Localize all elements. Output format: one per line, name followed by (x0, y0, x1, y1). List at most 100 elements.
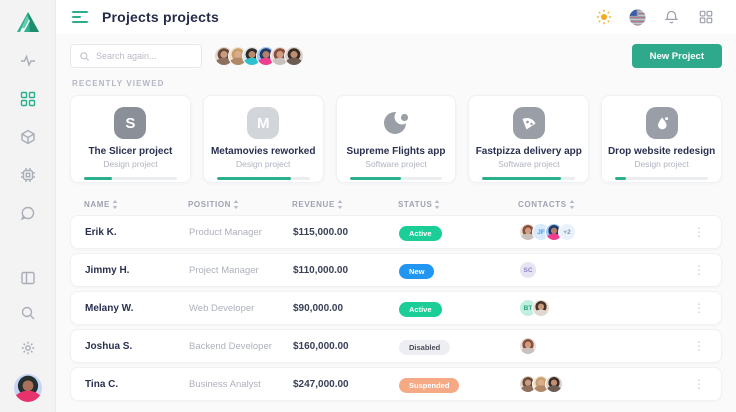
status-badge: Disabled (399, 340, 451, 355)
sidebar (0, 0, 56, 412)
column-header-status[interactable]: Status (398, 199, 518, 209)
pulse-icon[interactable] (19, 52, 37, 70)
chip-icon[interactable] (19, 166, 37, 184)
search-icon (80, 51, 89, 61)
status-badge: Suspended (399, 378, 460, 393)
cell-revenue: $115,000.00 (293, 226, 349, 238)
project-card[interactable]: M Metamovies reworked Design project (202, 95, 324, 183)
team-avatar-group (214, 46, 304, 66)
layout-panel-icon[interactable] (19, 269, 37, 287)
progress-bar (216, 177, 310, 180)
progress-bar (482, 177, 576, 180)
cell-position: Product Manager (189, 226, 262, 238)
contacts-overflow-badge[interactable]: +2 (558, 223, 576, 241)
contact-avatar[interactable] (519, 337, 537, 355)
contact-avatar[interactable] (545, 375, 563, 393)
status-badge: New (399, 264, 435, 279)
card-title: Supreme Flights app (346, 146, 446, 157)
cell-contacts: JF +2 (519, 223, 691, 241)
search-icon[interactable] (19, 304, 37, 322)
column-header-contacts[interactable]: Contacts (518, 199, 692, 209)
drop-icon (645, 107, 678, 139)
cell-contacts: BT (519, 299, 691, 317)
cell-revenue: $247,000.00 (293, 378, 349, 390)
content-area: New Project Recently viewed S The Slicer… (56, 34, 736, 412)
chat-icon[interactable] (19, 204, 37, 222)
sort-icon (233, 199, 239, 209)
topbar: Projects projects (56, 0, 736, 34)
status-badge: Active (399, 226, 442, 241)
contact-avatar[interactable] (532, 299, 550, 317)
user-avatar[interactable] (13, 374, 42, 402)
progress-bar (349, 177, 443, 180)
cell-name: Erik K. (85, 226, 117, 238)
table-row[interactable]: Melany W. Web Developer $90,000.00 Activ… (70, 291, 722, 325)
app-logo-icon[interactable] (15, 10, 41, 34)
language-flag-icon[interactable] (629, 9, 646, 26)
card-subtitle: Software project (365, 159, 427, 169)
project-card[interactable]: Fastpizza delivery app Software project (468, 95, 590, 183)
table-row[interactable]: Jimmy H. Project Manager $110,000.00 New… (70, 253, 722, 287)
bell-icon[interactable] (663, 9, 680, 26)
column-header-name[interactable]: Name (84, 199, 188, 209)
card-title: Drop website redesign (607, 146, 716, 157)
cell-contacts (519, 375, 691, 393)
cube-icon[interactable] (19, 128, 37, 146)
progress-bar (615, 177, 708, 180)
sort-icon (435, 199, 440, 209)
project-card[interactable]: Supreme Flights app Software project (335, 95, 457, 183)
row-menu-icon[interactable]: ⋮ (693, 301, 705, 315)
dashboard-grid-icon[interactable] (19, 90, 37, 108)
progress-bar (84, 177, 177, 180)
theme-sun-icon[interactable] (595, 9, 612, 26)
table-row[interactable]: Joshua S. Backend Developer $160,000.00 … (70, 329, 722, 363)
m-squircle-icon: M (247, 107, 280, 139)
cell-name: Joshua S. (85, 340, 133, 352)
toolbar: New Project (70, 44, 722, 68)
pizza-icon (512, 107, 545, 139)
card-subtitle: Design project (103, 159, 158, 169)
sort-icon (337, 199, 343, 209)
new-project-button[interactable]: New Project (631, 44, 722, 68)
row-menu-icon[interactable]: ⋮ (693, 377, 705, 391)
card-title: Metamovies reworked (210, 146, 316, 157)
contact-avatar[interactable]: SC (519, 261, 537, 279)
cell-revenue: $90,000.00 (293, 302, 344, 314)
card-title: The Slicer project (88, 146, 173, 157)
table-header: Name Position Revenue Status Contacts (70, 195, 722, 213)
cell-position: Business Analyst (189, 378, 261, 390)
search-input[interactable] (96, 51, 193, 61)
card-subtitle: Design project (634, 159, 689, 169)
column-header-position[interactable]: Position (188, 199, 292, 209)
cell-contacts: SC (519, 261, 691, 279)
main-area: Projects projects (56, 0, 736, 412)
gear-icon[interactable] (19, 339, 37, 357)
page-title: Projects projects (102, 9, 219, 25)
row-menu-icon[interactable]: ⋮ (693, 339, 705, 353)
project-card[interactable]: Drop website redesign Design project (601, 95, 722, 183)
table-row[interactable]: Tina C. Business Analyst $247,000.00 Sus… (70, 367, 722, 401)
cell-revenue: $160,000.00 (293, 340, 349, 352)
cell-position: Backend Developer (189, 340, 272, 352)
recently-viewed-cards: S The Slicer project Design project M Me… (70, 95, 722, 183)
cell-name: Melany W. (85, 302, 134, 314)
cell-position: Project Manager (189, 264, 259, 276)
s-squircle-icon: S (114, 107, 147, 139)
row-menu-icon[interactable]: ⋮ (693, 225, 705, 239)
table-row[interactable]: Erik K. Product Manager $115,000.00 Acti… (70, 215, 722, 249)
recently-viewed-label: Recently viewed (72, 79, 165, 88)
card-subtitle: Design project (236, 159, 291, 169)
project-card[interactable]: S The Slicer project Design project (70, 95, 191, 183)
cell-name: Tina C. (85, 378, 119, 390)
apps-grid-icon[interactable] (697, 9, 714, 26)
search-box[interactable] (70, 44, 202, 68)
status-badge: Active (399, 302, 442, 317)
moon-icon (380, 107, 412, 139)
sort-icon (112, 199, 118, 209)
cell-contacts (519, 337, 691, 355)
team-avatar[interactable] (284, 46, 304, 66)
column-header-revenue[interactable]: Revenue (292, 199, 398, 209)
hamburger-menu-icon[interactable] (72, 11, 88, 23)
row-menu-icon[interactable]: ⋮ (693, 263, 705, 277)
